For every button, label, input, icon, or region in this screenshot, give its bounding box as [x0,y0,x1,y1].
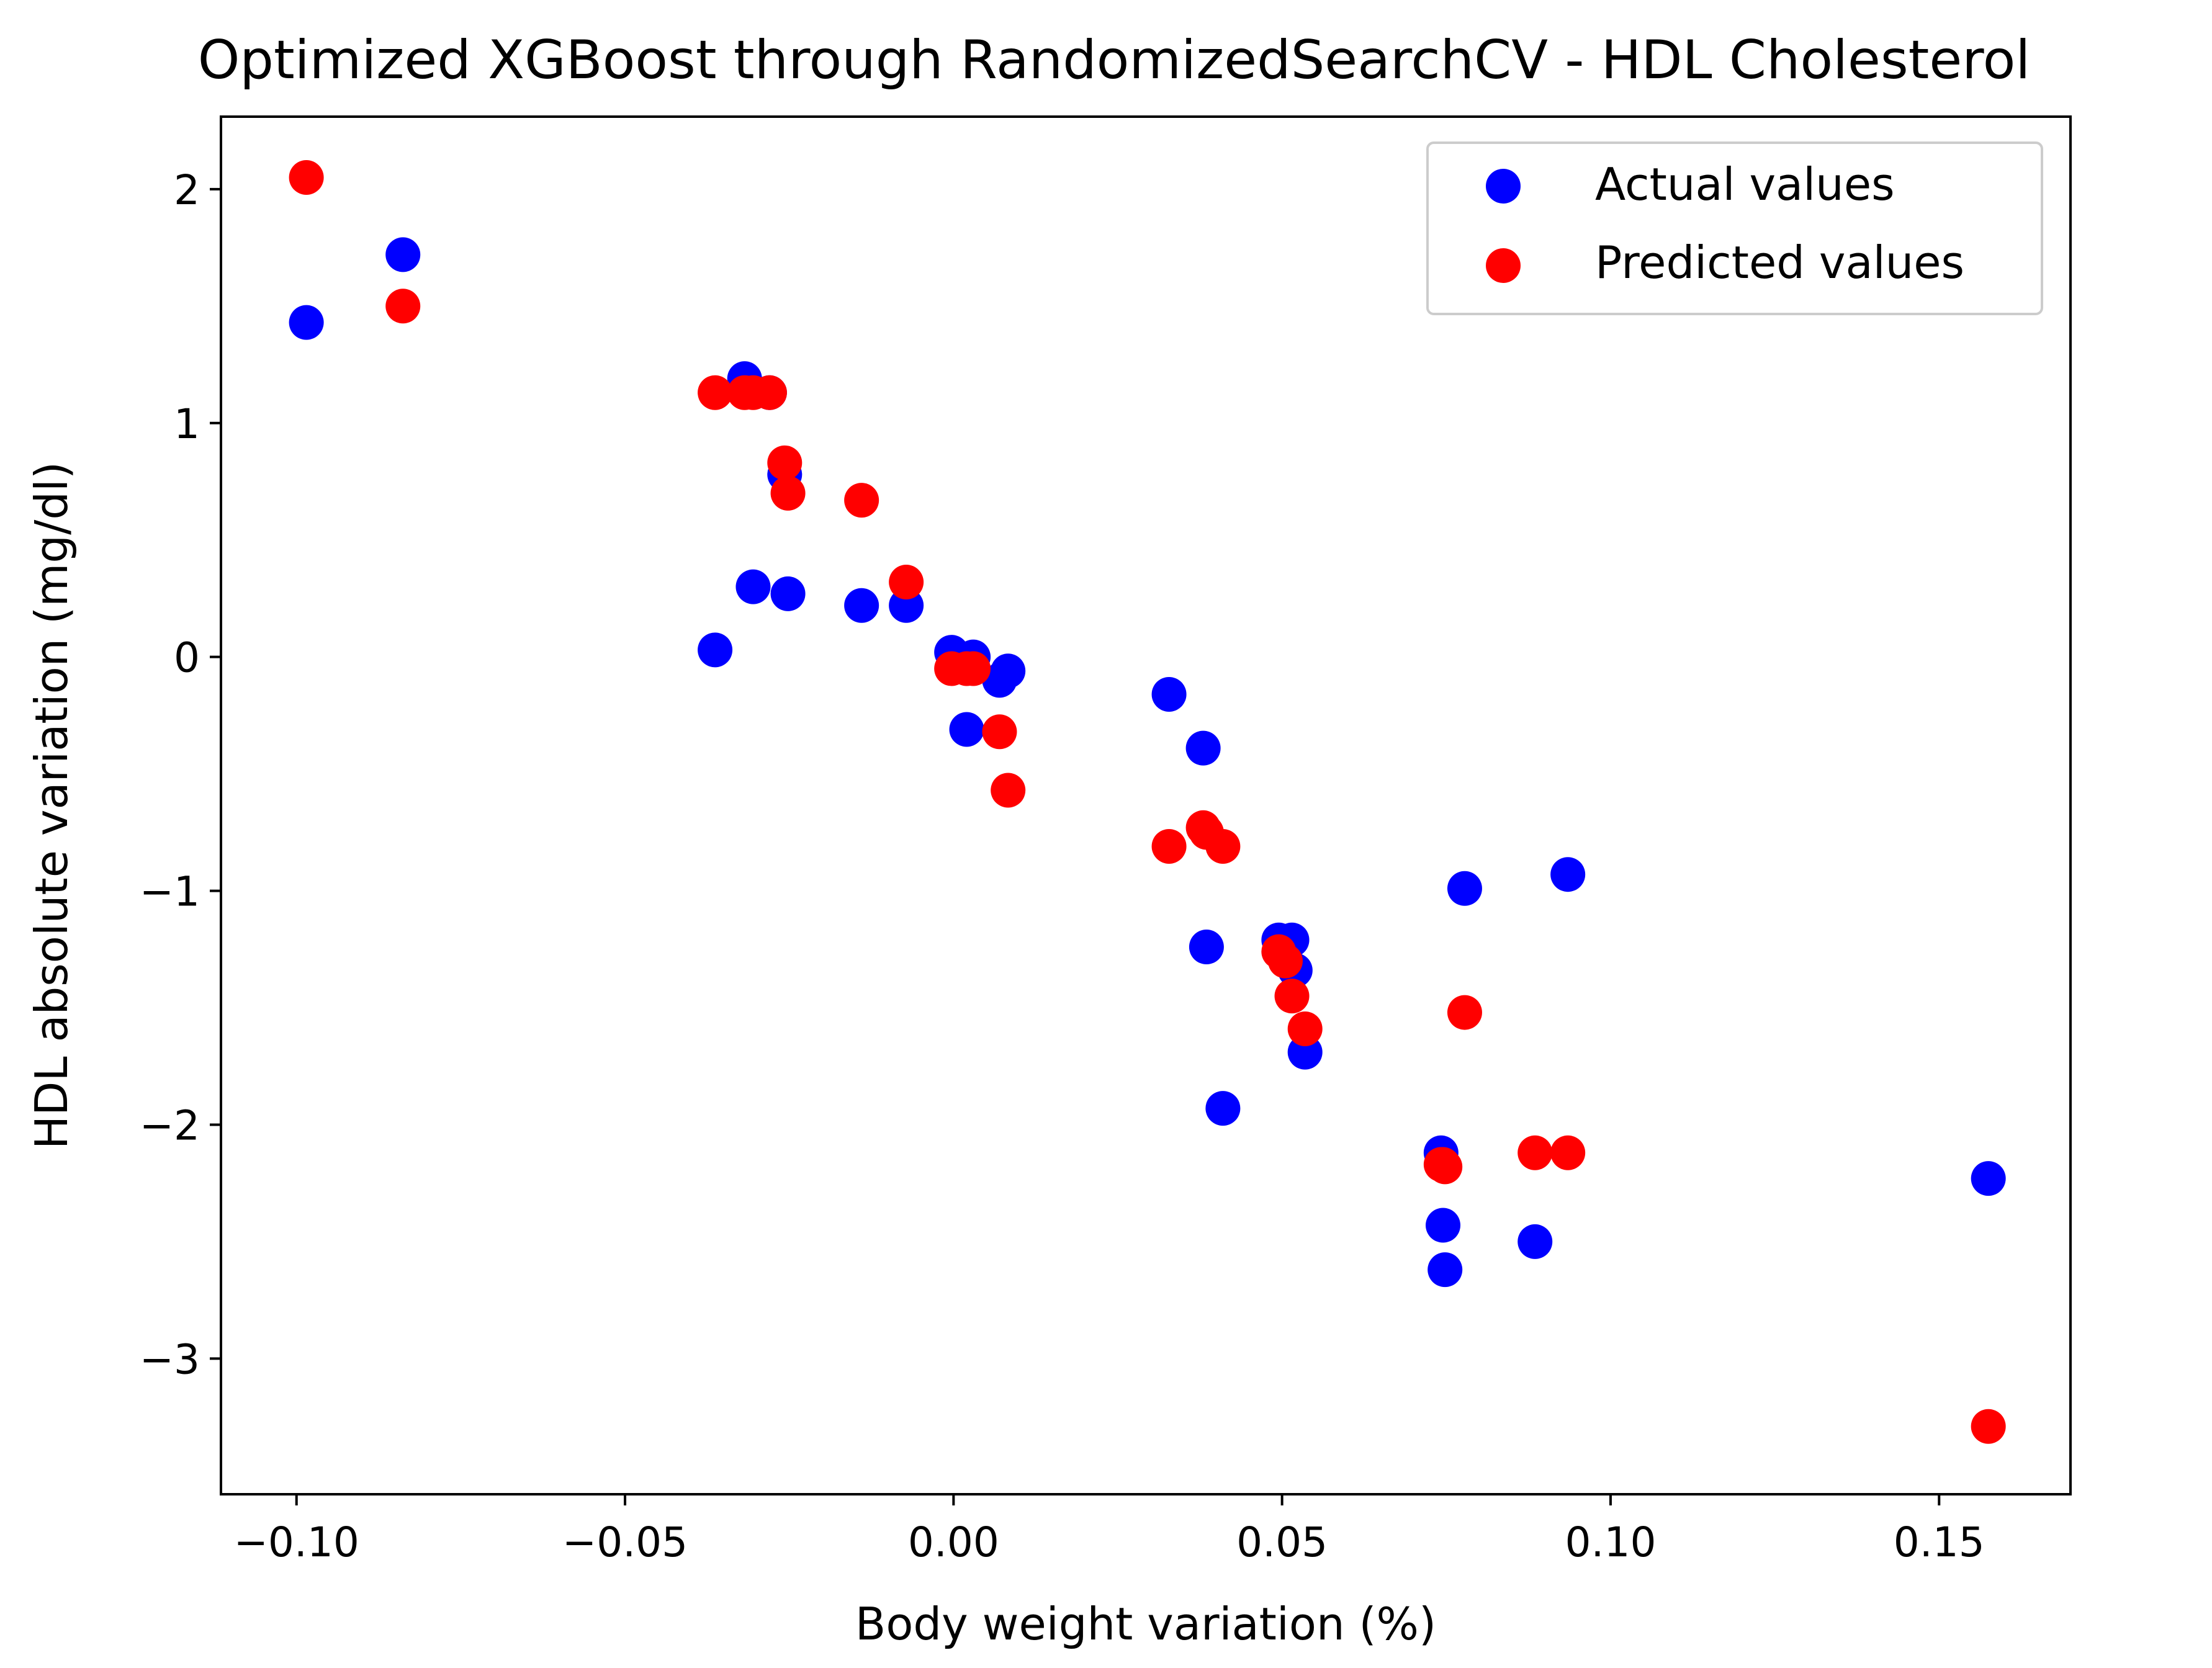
series-actual [289,237,2006,1288]
x-axis-label: Body weight variation (%) [855,1598,1436,1650]
predicted-point [752,375,787,410]
actual-point [1971,1161,2006,1196]
actual-point [844,588,879,623]
predicted-point [1517,1135,1553,1170]
legend-marker-actual [1486,169,1521,204]
legend: Actual values Predicted values [1426,141,2043,315]
actual-point [1205,1091,1241,1126]
predicted-point [889,565,924,600]
predicted-point [991,773,1026,808]
x-axis: −0.10 −0.05 0.00 0.05 0.10 0.15 [234,1494,1985,1566]
predicted-point [289,159,324,195]
y-tick-label: 0 [174,634,200,682]
actual-point [1426,1208,1461,1243]
actual-point [1517,1224,1553,1259]
actual-point [1447,871,1482,906]
predicted-point [1267,943,1303,979]
y-axis-label: HDL absolute variation (mg/dl) [25,462,78,1149]
y-tick-label: −3 [140,1335,200,1383]
predicted-point [1447,995,1482,1030]
actual-point [735,569,771,604]
legend-marker-predicted [1486,248,1521,283]
actual-point [1151,676,1187,712]
x-tick-label: 0.10 [1565,1518,1656,1566]
actual-point [1550,857,1586,892]
predicted-point [1274,979,1310,1014]
chart-title: Optimized XGBoost through RandomizedSear… [198,29,2031,91]
predicted-point [1427,1149,1463,1185]
predicted-point [1287,1011,1323,1046]
y-tick-label: 1 [174,400,200,448]
series-predicted [289,159,2006,1444]
predicted-point [1971,1409,2006,1444]
predicted-point [698,375,733,410]
x-tick-label: 0.15 [1894,1518,1985,1566]
predicted-point [956,651,991,686]
legend-label-actual: Actual values [1595,158,1895,210]
x-tick-label: 0.00 [908,1518,999,1566]
predicted-point [1550,1135,1586,1170]
predicted-point [844,483,879,518]
legend-label-predicted: Predicted values [1595,236,1964,289]
x-tick-label: 0.05 [1236,1518,1328,1566]
y-tick-label: 2 [174,166,200,214]
predicted-point [1151,828,1187,864]
predicted-point [982,714,1017,750]
y-tick-label: −1 [140,868,200,916]
actual-point [1185,730,1221,766]
actual-point [1189,930,1224,965]
x-tick-label: −0.05 [562,1518,688,1566]
actual-point [385,237,421,272]
predicted-point [385,289,421,324]
actual-point [770,576,806,611]
x-tick-label: −0.10 [234,1518,359,1566]
predicted-point [1205,828,1241,864]
actual-point [991,653,1026,689]
predicted-point [767,445,803,480]
data-points [289,159,2006,1444]
plot-frame [220,115,2072,1495]
legend-box [1426,141,2043,315]
actual-point [289,305,324,340]
actual-point [949,712,984,747]
y-tick-label: −2 [140,1101,200,1149]
actual-point [698,632,733,668]
predicted-point [770,475,806,511]
y-axis: 2 1 0 −1 −2 −3 [140,166,221,1383]
actual-point [1427,1252,1463,1288]
